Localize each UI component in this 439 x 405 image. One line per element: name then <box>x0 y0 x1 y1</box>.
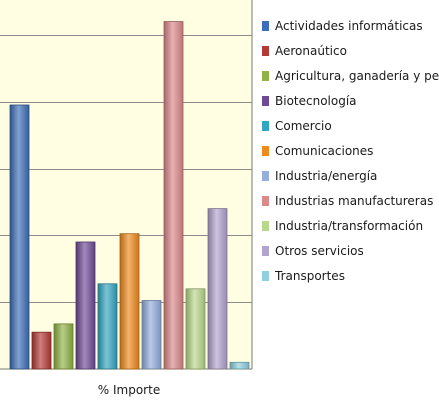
legend-swatch <box>262 221 269 231</box>
legend-swatch <box>262 146 269 156</box>
legend-label: Comunicaciones <box>275 144 373 158</box>
legend-swatch <box>262 171 269 181</box>
bar <box>75 241 96 370</box>
bar <box>53 323 74 370</box>
bar <box>163 21 184 370</box>
legend-label: Industria/energía <box>275 169 377 183</box>
legend-swatch <box>262 71 269 81</box>
legend-label: Industrias manufactureras <box>275 194 433 208</box>
bar <box>97 283 118 370</box>
legend-label: Agricultura, ganadería y pesca <box>275 69 439 83</box>
bar <box>207 208 228 370</box>
legend-label: Industria/transformación <box>275 219 423 233</box>
bars <box>9 21 250 370</box>
legend-swatch <box>262 96 269 106</box>
bar <box>141 300 162 370</box>
category-label: % Importe <box>98 383 160 397</box>
bar <box>31 331 52 370</box>
legend-label: Comercio <box>275 119 332 133</box>
bar <box>9 104 30 370</box>
legend-swatch <box>262 121 269 131</box>
bar <box>229 361 250 370</box>
legend-label: Aeronaútico <box>275 44 347 58</box>
legend-swatch <box>262 196 269 206</box>
legend-swatch <box>262 46 269 56</box>
legend-swatch <box>262 246 269 256</box>
legend-swatch <box>262 271 269 281</box>
bar <box>185 288 206 370</box>
legend-label: Actividades informáticas <box>275 19 423 33</box>
legend-label: Transportes <box>274 269 345 283</box>
legend-swatch <box>262 21 269 31</box>
legend-label: Otros servicios <box>275 244 364 258</box>
legend-label: Biotecnología <box>275 94 357 108</box>
plot-area <box>0 0 253 370</box>
bar <box>119 233 140 370</box>
legend: Actividades informáticas Aeronaútico Agric… <box>262 19 439 283</box>
